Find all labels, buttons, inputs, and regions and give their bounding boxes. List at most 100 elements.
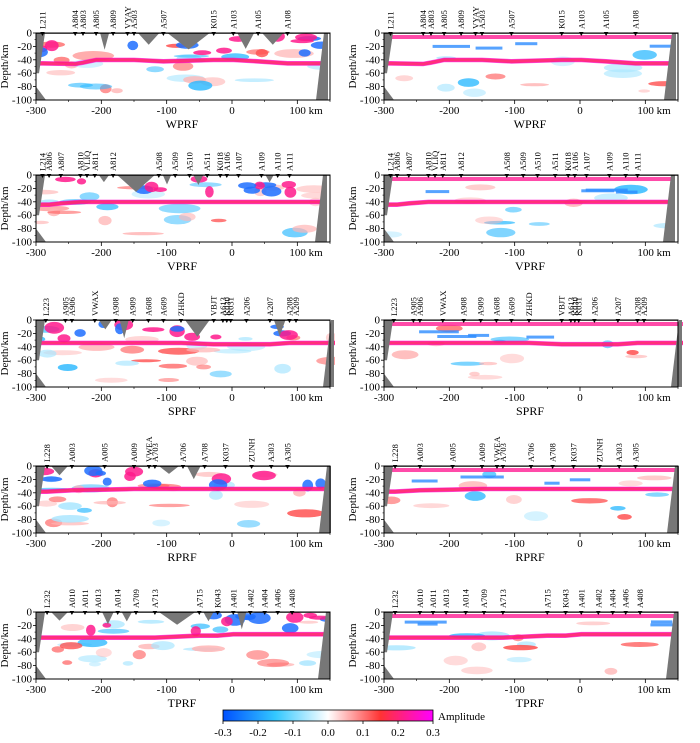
station-marker [545, 611, 550, 615]
station-marker [388, 32, 393, 36]
no-data-mask [318, 612, 330, 679]
moho-band-edge [36, 57, 328, 67]
station-marker [417, 465, 423, 469]
no-data-mask [138, 33, 160, 45]
x-tick-label: -200 [91, 684, 112, 696]
no-data-mask [36, 373, 46, 387]
station-label: L223 [389, 298, 399, 316]
y-tick-label: -100 [12, 674, 33, 686]
station-marker [228, 319, 233, 323]
station-marker [161, 319, 166, 323]
shallow-feature [44, 321, 65, 334]
station-label: L232 [42, 590, 52, 608]
surface-band [384, 35, 676, 40]
amplitude-blob [479, 361, 498, 366]
station-marker [180, 465, 186, 469]
no-data-mask [319, 466, 331, 533]
station-label: VBJT [209, 295, 219, 316]
x-tick-label: -300 [374, 392, 395, 404]
station-marker [102, 465, 107, 469]
station-marker [463, 611, 468, 615]
y-tick-label: -100 [12, 382, 33, 394]
no-data-mask [51, 466, 68, 476]
station-marker [566, 174, 571, 178]
no-data-mask [671, 320, 682, 387]
station-label: A103 [576, 10, 586, 29]
y-tick-label: -40 [365, 487, 380, 499]
y-tick-label: -20 [17, 474, 32, 486]
station-marker [202, 465, 207, 469]
station-marker [110, 32, 116, 36]
moho-band-edge [36, 486, 331, 494]
shallow-feature [142, 327, 165, 332]
station-label: K018 [563, 152, 573, 171]
y-tick-label: -40 [17, 487, 32, 499]
profile-name: RPRF [167, 550, 197, 564]
station-label: VWAX [90, 291, 100, 317]
no-data-mask [121, 612, 132, 622]
shallow-feature [74, 329, 86, 337]
station-marker [58, 174, 63, 178]
station-marker [421, 32, 426, 36]
amplitude-blob [89, 661, 101, 667]
no-data-mask [167, 33, 210, 50]
amplitude-blob [131, 359, 162, 363]
station-label: A401 [576, 589, 586, 608]
station-marker [572, 319, 577, 323]
station-marker [78, 174, 83, 178]
station-label: A708 [200, 443, 210, 462]
shallow-feature [437, 335, 477, 338]
no-data-mask [265, 175, 274, 183]
x-tick-label: 0 [577, 247, 583, 259]
no-data-mask [100, 33, 110, 50]
no-data-mask [36, 86, 46, 100]
amplitude-blob [632, 50, 657, 60]
amplitude-blob [78, 655, 107, 663]
shallow-feature [460, 475, 504, 479]
station-marker [479, 32, 485, 36]
no-data-mask [193, 175, 204, 185]
station-label: A208 [285, 297, 295, 316]
station-marker [572, 174, 577, 178]
y-tick-label: -60 [17, 210, 32, 222]
amplitude-blob [212, 626, 229, 633]
amplitude-blob [645, 492, 669, 497]
y-tick-label: -20 [365, 41, 380, 53]
no-data-mask [384, 228, 394, 242]
station-marker [224, 174, 229, 178]
amplitude-blob [146, 66, 164, 73]
amplitude-blob [238, 337, 253, 341]
station-label: A804 [70, 9, 80, 29]
station-label: A009 [477, 443, 487, 462]
station-label: A706 [526, 443, 536, 462]
station-label: A805 [91, 10, 101, 29]
amplitude-blob [520, 83, 549, 87]
amplitude-blob [76, 507, 92, 513]
station-marker [125, 32, 130, 36]
profile-name: TPRF [168, 696, 197, 710]
x-tick-label: 0 [229, 392, 235, 404]
station-label: A107 [582, 152, 592, 171]
station-label: A109 [604, 152, 614, 171]
panel-image [384, 466, 679, 533]
amplitude-blob [287, 509, 325, 518]
amplitude-blob [36, 220, 49, 225]
y-tick-label: -80 [365, 223, 380, 235]
panel-image [36, 33, 328, 100]
x-tick-label: -300 [26, 247, 47, 259]
x-tick-label: -100 [505, 247, 526, 259]
station-label: A402 [245, 589, 255, 608]
y-tick-label: -20 [17, 183, 32, 195]
station-label: K031 [226, 297, 236, 316]
station-marker [40, 174, 45, 178]
amplitude-blob [152, 519, 171, 527]
station-marker [509, 32, 514, 36]
x-tick-label: 100 km [637, 684, 671, 696]
y-tick-label: -80 [365, 368, 380, 380]
no-data-mask [36, 228, 46, 242]
y-tick-label: -60 [365, 68, 380, 80]
station-marker [473, 32, 478, 36]
amplitude-blob [299, 660, 317, 666]
